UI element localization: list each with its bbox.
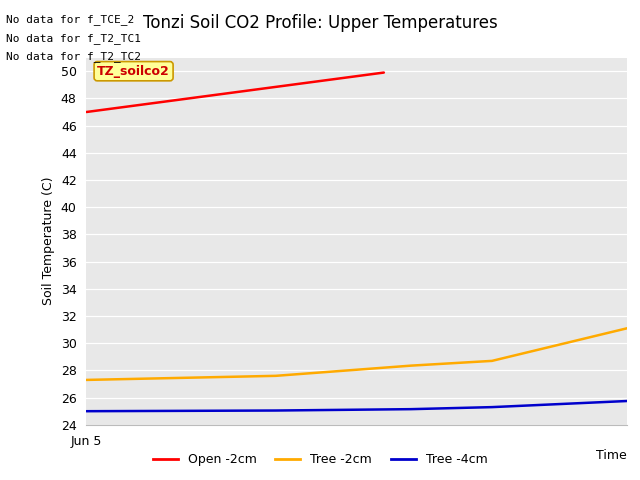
Text: No data for f_T2_TC1: No data for f_T2_TC1: [6, 33, 141, 44]
Legend: Open -2cm, Tree -2cm, Tree -4cm: Open -2cm, Tree -2cm, Tree -4cm: [148, 448, 492, 471]
Text: Time: Time: [596, 449, 627, 462]
Text: TZ_soilco2: TZ_soilco2: [97, 65, 170, 78]
Text: No data for f_T2_TC2: No data for f_T2_TC2: [6, 51, 141, 62]
Text: Tonzi Soil CO2 Profile: Upper Temperatures: Tonzi Soil CO2 Profile: Upper Temperatur…: [143, 14, 497, 33]
Text: No data for f_TCE_2: No data for f_TCE_2: [6, 14, 134, 25]
Y-axis label: Soil Temperature (C): Soil Temperature (C): [42, 177, 55, 305]
